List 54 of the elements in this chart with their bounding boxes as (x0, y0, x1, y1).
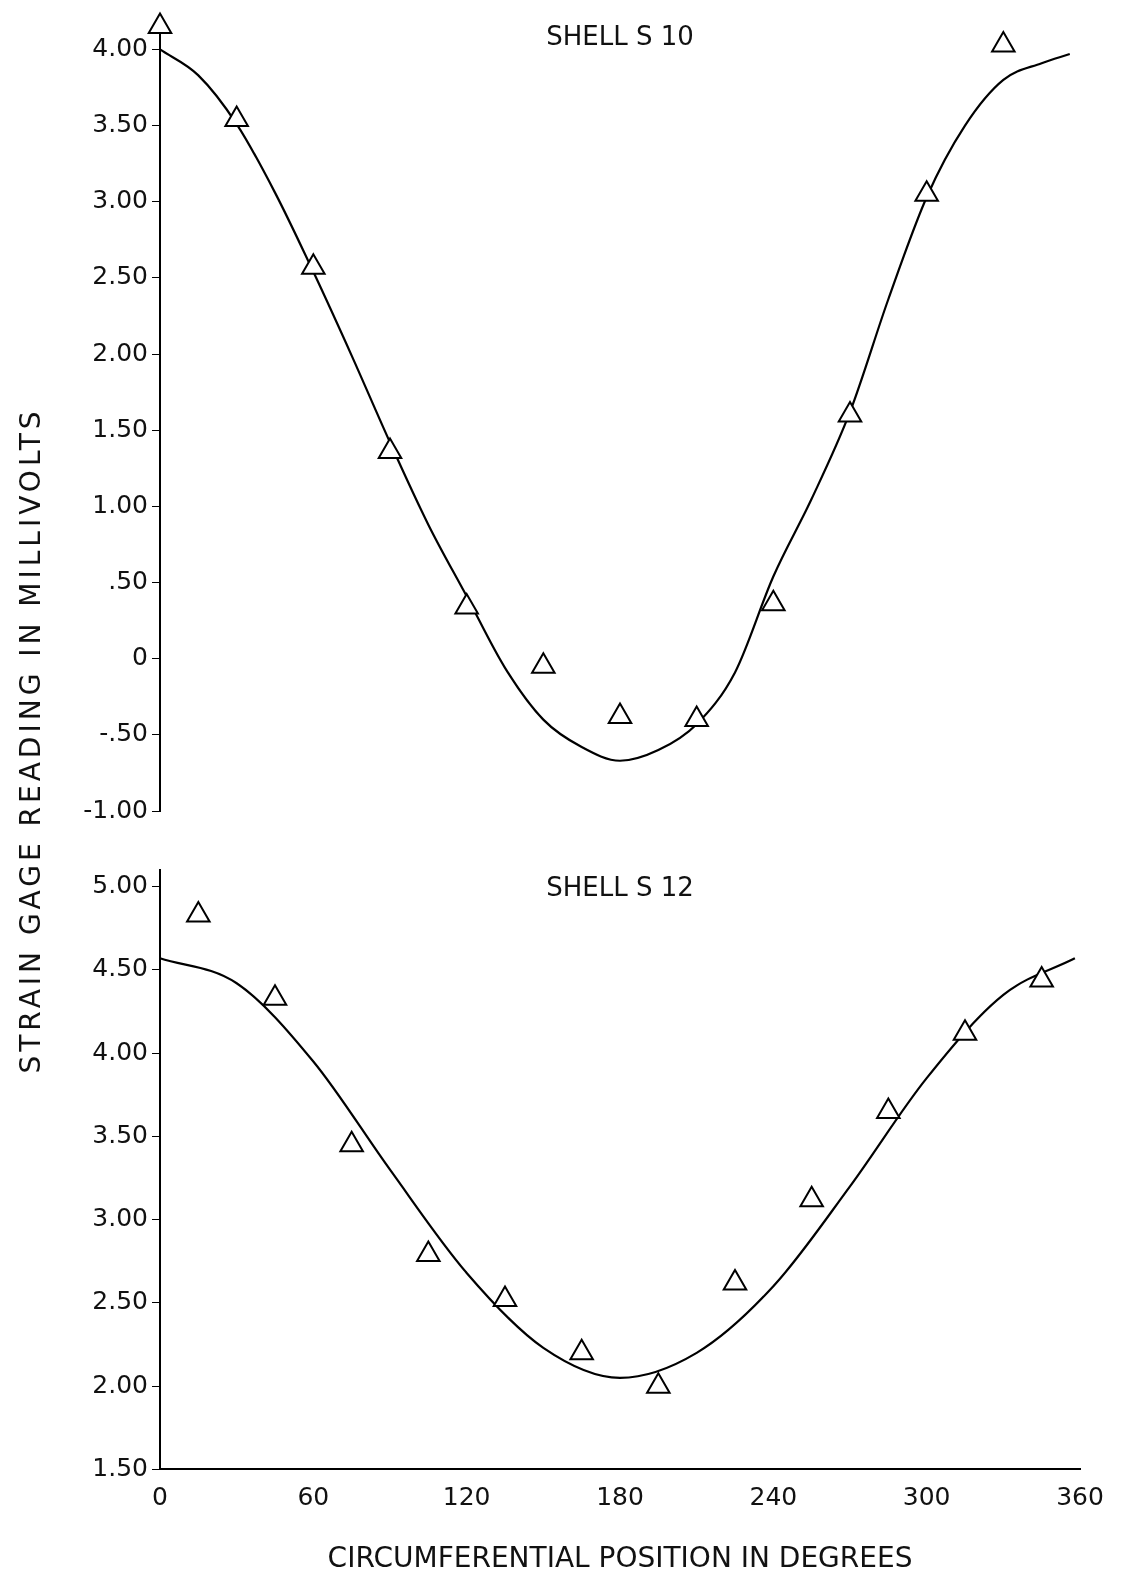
y-tick-label: 2.00 (92, 1369, 148, 1399)
point (569, 1338, 594, 1361)
point (147, 12, 173, 35)
point (377, 437, 403, 460)
point (607, 702, 633, 725)
point (492, 1285, 518, 1308)
point (684, 705, 709, 728)
point (416, 1240, 441, 1263)
point (722, 1268, 748, 1291)
y-tick-label: 2.00 (92, 337, 148, 367)
x-tick-label: 360 (1056, 1481, 1104, 1511)
point (531, 652, 556, 674)
y-tick-label: 5.00 (92, 870, 148, 900)
y-axis-title: STRAIN GAGE READING IN MILLIVOLTS (13, 406, 47, 1074)
x-tick-label: 180 (596, 1481, 644, 1511)
point (339, 1130, 364, 1153)
y-tick-label: 4.00 (92, 32, 148, 62)
y-tick-label: -.50 (99, 718, 148, 748)
y-tick-label: 2.50 (92, 1286, 148, 1316)
chart-title: SHELL S 10 (546, 20, 694, 51)
y-tick-label: 3.00 (92, 185, 148, 215)
y-tick-label: -1.00 (83, 794, 148, 824)
point (914, 180, 939, 202)
y-tick-label: 0 (132, 642, 148, 672)
point (761, 589, 786, 612)
point (262, 984, 288, 1006)
y-tick-label: 4.00 (92, 1036, 148, 1066)
x-axis-title: CIRCUMFERENTIAL POSITION IN DEGREES (327, 1541, 913, 1575)
point (301, 253, 326, 275)
x-tick-label: 120 (442, 1481, 491, 1511)
point (186, 900, 211, 923)
y-tick-label: 1.00 (92, 489, 148, 519)
x-tick-label: 240 (749, 1481, 798, 1511)
point (454, 592, 479, 615)
chart-title: SHELL S 12 (546, 871, 694, 902)
point (799, 1185, 824, 1208)
y-tick-label: 4.50 (92, 953, 148, 983)
x-tick-label: 300 (902, 1481, 951, 1511)
point (991, 30, 1016, 53)
x-tick-label: 60 (297, 1481, 330, 1511)
y-tick-label: 3.50 (92, 1119, 148, 1149)
point (224, 105, 249, 128)
y-tick-label: 3.50 (92, 109, 148, 139)
y-tick-label: .50 (108, 566, 148, 596)
y-tick-label: 1.50 (92, 413, 148, 443)
y-tick-label: 1.50 (92, 1452, 148, 1482)
point (837, 401, 863, 423)
point (646, 1372, 671, 1394)
point (876, 1097, 901, 1119)
point (952, 1019, 978, 1041)
y-tick-label: 2.50 (92, 261, 148, 291)
point (1029, 965, 1054, 988)
x-tick-label: 0 (152, 1481, 168, 1511)
y-tick-label: 3.00 (92, 1203, 148, 1233)
